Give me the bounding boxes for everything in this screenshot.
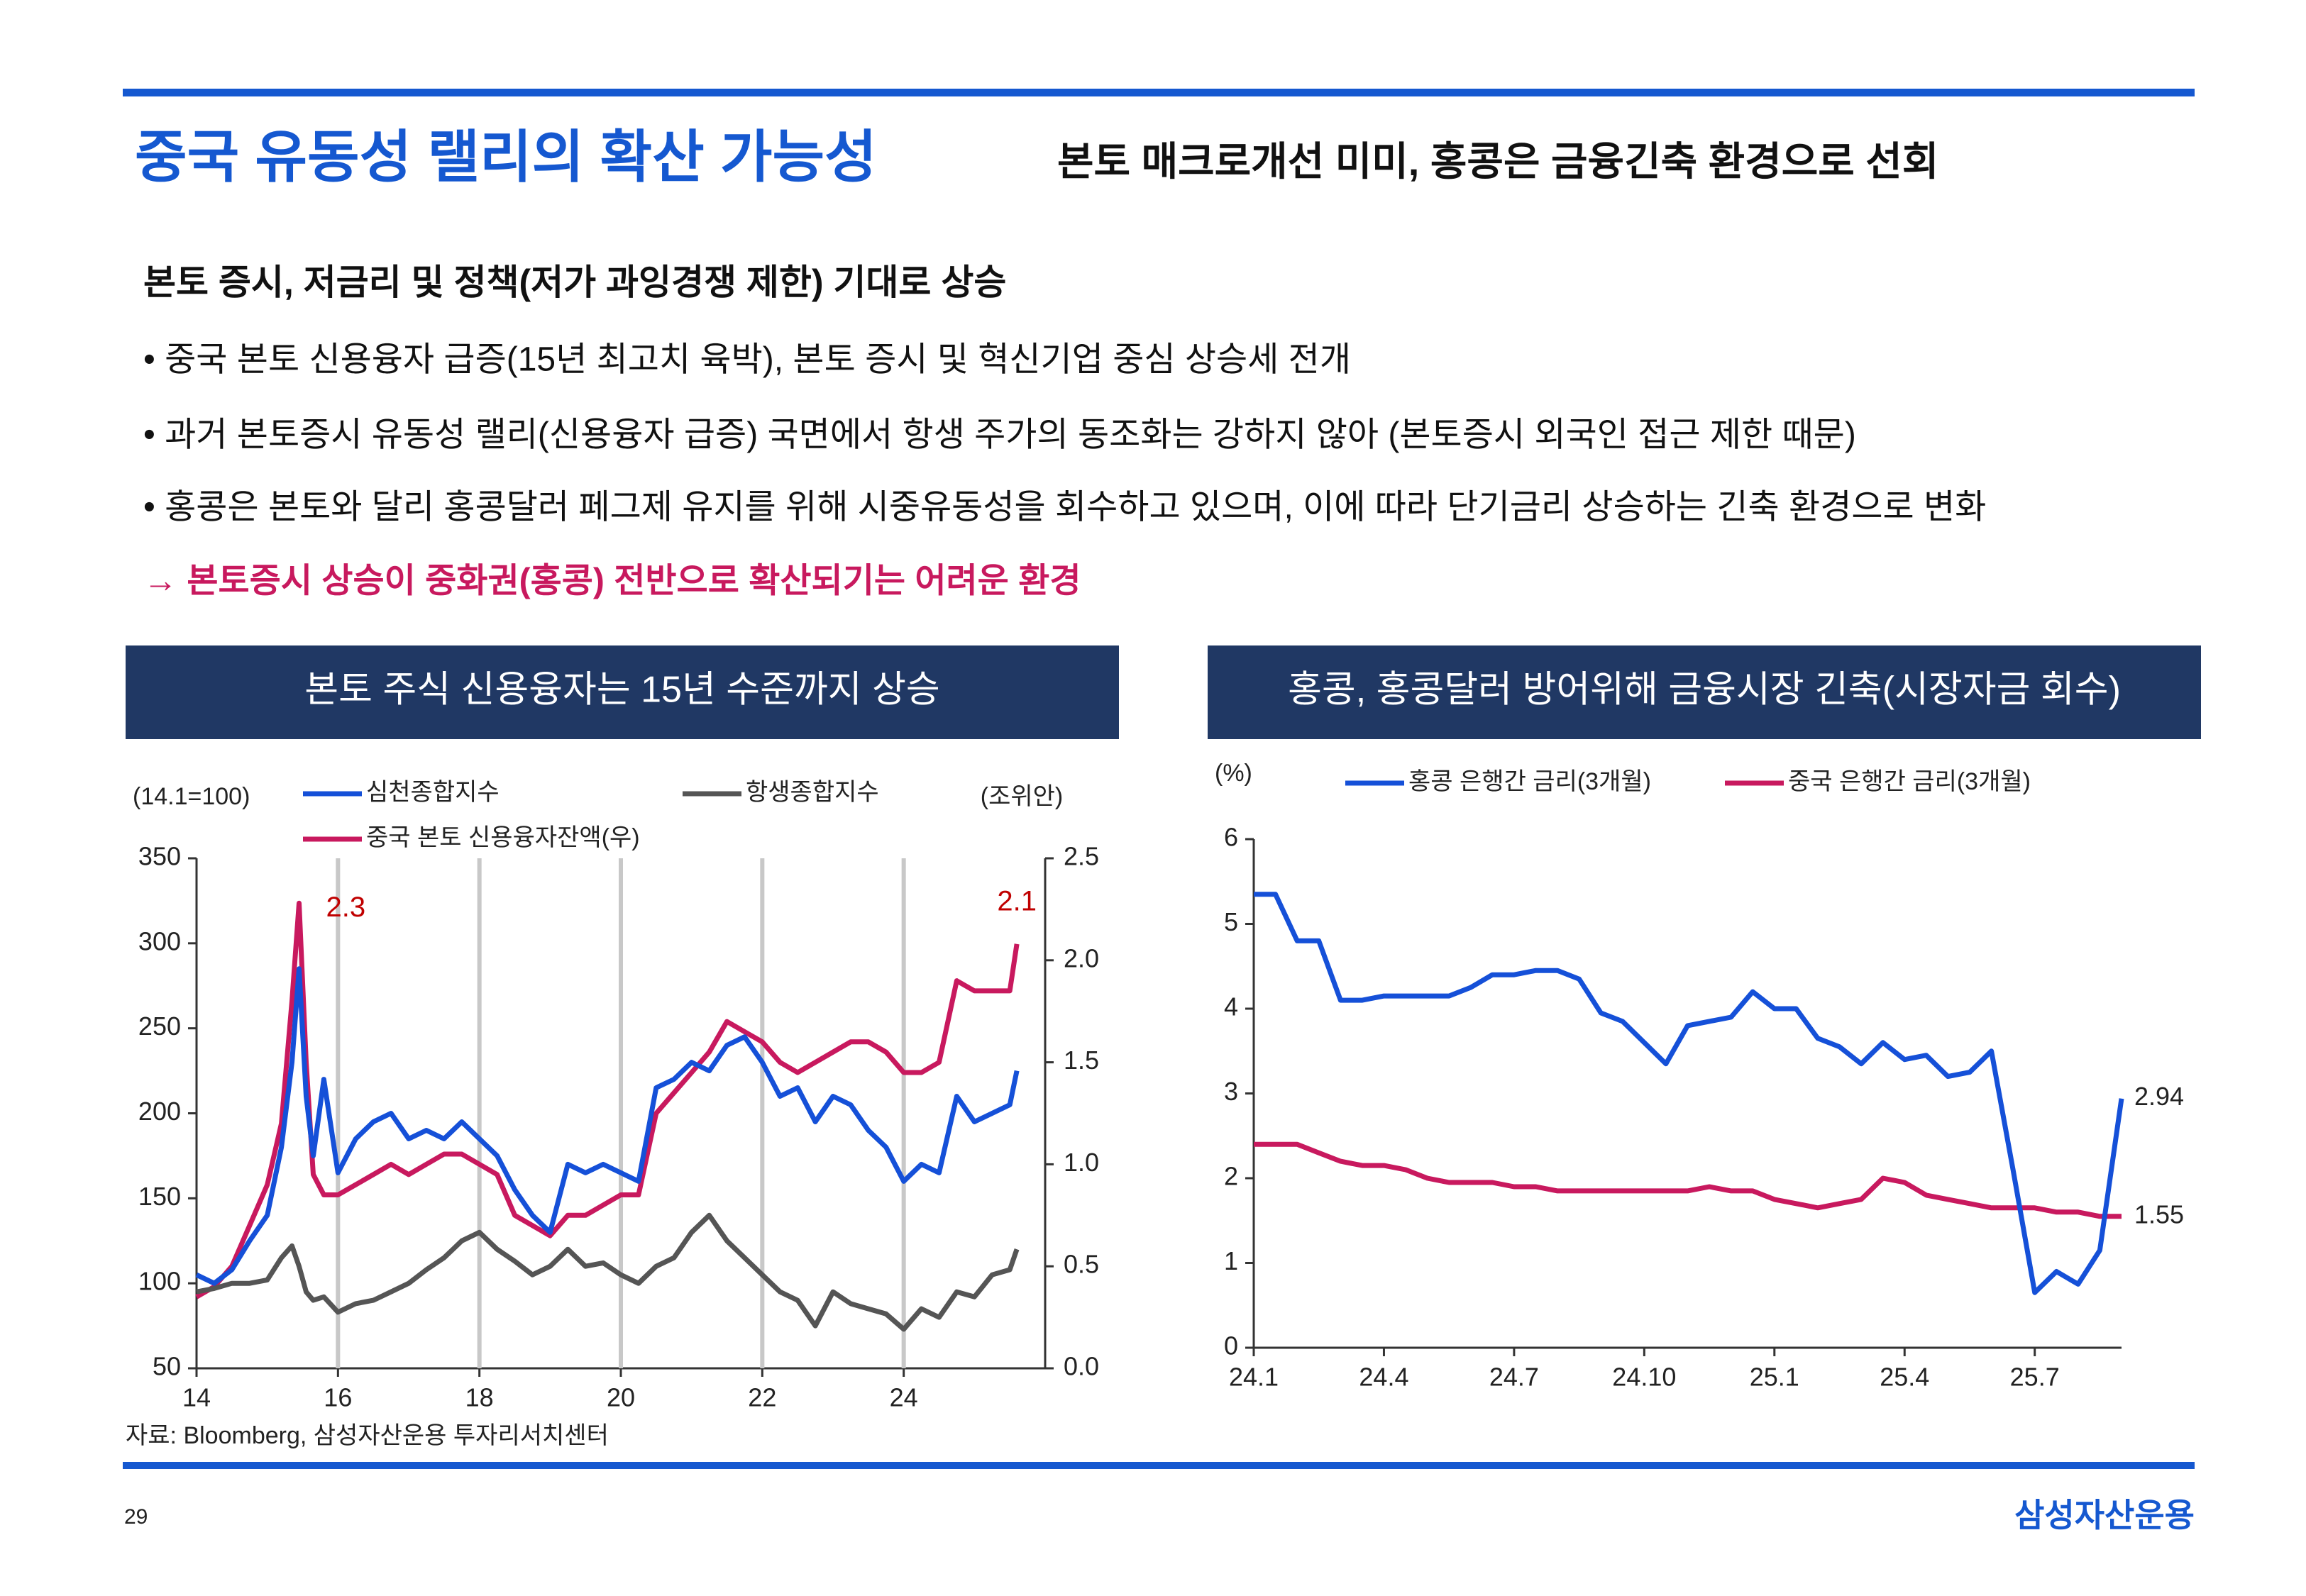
x-tick-label: 24.7 — [1489, 1363, 1539, 1392]
bullet: • 과거 본토증시 유동성 랠리(신용융자 급증) 국면에서 항생 주가의 동조… — [143, 416, 1856, 454]
y-tick-label: 5 — [1224, 907, 1238, 936]
y-tick-label: 1 — [1224, 1246, 1238, 1275]
y-axis-label: (14.1=100) — [133, 783, 250, 810]
conclusion: → 본토증시 상승이 중화권(홍콩) 전반으로 확산되기는 어려운 환경 — [143, 563, 1081, 600]
y-tick-label: 2 — [1224, 1162, 1238, 1191]
x-tick-label: 22 — [748, 1383, 776, 1412]
x-tick-label: 20 — [607, 1383, 635, 1412]
chart-title: 홍콩, 홍콩달러 방어위해 금융시장 긴축(시장자금 회수) — [1288, 670, 2121, 711]
logo: 삼성자산운용 — [2014, 1497, 2195, 1534]
x-tick-label: 24.1 — [1229, 1363, 1279, 1392]
y-tick-label: 150 — [138, 1182, 181, 1211]
y2-axis-label: (조위안) — [981, 783, 1063, 810]
bullet: • 중국 본토 신용융자 급증(15년 최고치 육박), 본토 증시 및 혁신기… — [143, 341, 1351, 379]
chart-header-box — [126, 645, 1119, 739]
source-note: 자료: Bloomberg, 삼성자산운용 투자리서치센터 — [126, 1422, 609, 1449]
chart-title: 본토 주식 신용융자는 15년 수준까지 상승 — [304, 670, 940, 711]
y-tick-label: 200 — [138, 1097, 181, 1126]
y-tick-label: 3 — [1224, 1077, 1238, 1106]
y-tick-label: 100 — [138, 1267, 181, 1296]
x-tick-label: 25.1 — [1750, 1363, 1799, 1392]
section-heading: 본토 증시, 저금리 및 정책(저가 과잉경쟁 제한) 기대로 상승 — [143, 262, 1006, 302]
legend-label: 중국 은행간 금리(3개월) — [1788, 768, 2031, 795]
y2-tick-label: 1.5 — [1064, 1046, 1099, 1075]
series-line — [195, 966, 1020, 1286]
y-tick-label: 0 — [1224, 1331, 1238, 1361]
y-tick-label: 6 — [1224, 823, 1238, 852]
slide-title: 중국 유동성 랠리의 확산 가능성 — [135, 126, 877, 189]
x-tick-label: 18 — [465, 1383, 494, 1412]
y-tick-label: 50 — [153, 1352, 181, 1381]
x-tick-label: 24 — [890, 1383, 918, 1412]
series-line — [196, 1212, 1020, 1332]
y2-tick-label: 2.5 — [1064, 842, 1099, 871]
top-rule — [123, 89, 2195, 96]
x-tick-label: 14 — [182, 1383, 211, 1412]
x-tick-label: 25.4 — [1880, 1363, 1929, 1392]
legend-label: 홍콩 은행간 금리(3개월) — [1408, 768, 1651, 795]
legend-label: 심천종합지수 — [366, 779, 500, 806]
y2-tick-label: 0.0 — [1064, 1352, 1099, 1381]
y2-tick-label: 1.0 — [1064, 1148, 1099, 1177]
end-label: 2.94 — [2134, 1082, 2184, 1111]
y2-tick-label: 2.0 — [1064, 943, 1099, 972]
bullet: • 홍콩은 본토와 달리 홍콩달러 페그제 유지를 위해 시중유동성을 회수하고… — [143, 489, 1986, 526]
page-number: 29 — [124, 1505, 148, 1529]
x-tick-label: 24.10 — [1612, 1363, 1676, 1392]
legend-label: 중국 본토 신용융자잔액(우) — [366, 824, 640, 851]
x-tick-label: 16 — [324, 1383, 352, 1412]
y2-tick-label: 0.5 — [1064, 1250, 1099, 1279]
slide-subtitle: 본토 매크로개선 미미, 홍콩은 금융긴축 환경으로 선회 — [1057, 139, 1938, 184]
legend-label: 항생종합지수 — [746, 779, 879, 806]
y-tick-label: 4 — [1224, 992, 1238, 1021]
end-label: 2.1 — [997, 885, 1037, 916]
bottom-rule — [123, 1462, 2195, 1469]
x-tick-label: 24.4 — [1359, 1363, 1408, 1392]
y-tick-label: 250 — [138, 1012, 181, 1041]
end-label: 1.55 — [2134, 1199, 2184, 1229]
chart-header-box — [1208, 645, 2201, 739]
y-axis-label: (%) — [1215, 760, 1252, 787]
series-line — [1254, 892, 2124, 1295]
peak-label: 2.3 — [326, 892, 366, 923]
y-tick-label: 300 — [138, 926, 181, 955]
x-tick-label: 25.7 — [2010, 1363, 2060, 1392]
series-line — [1254, 1141, 2122, 1219]
y-tick-label: 350 — [138, 842, 181, 871]
